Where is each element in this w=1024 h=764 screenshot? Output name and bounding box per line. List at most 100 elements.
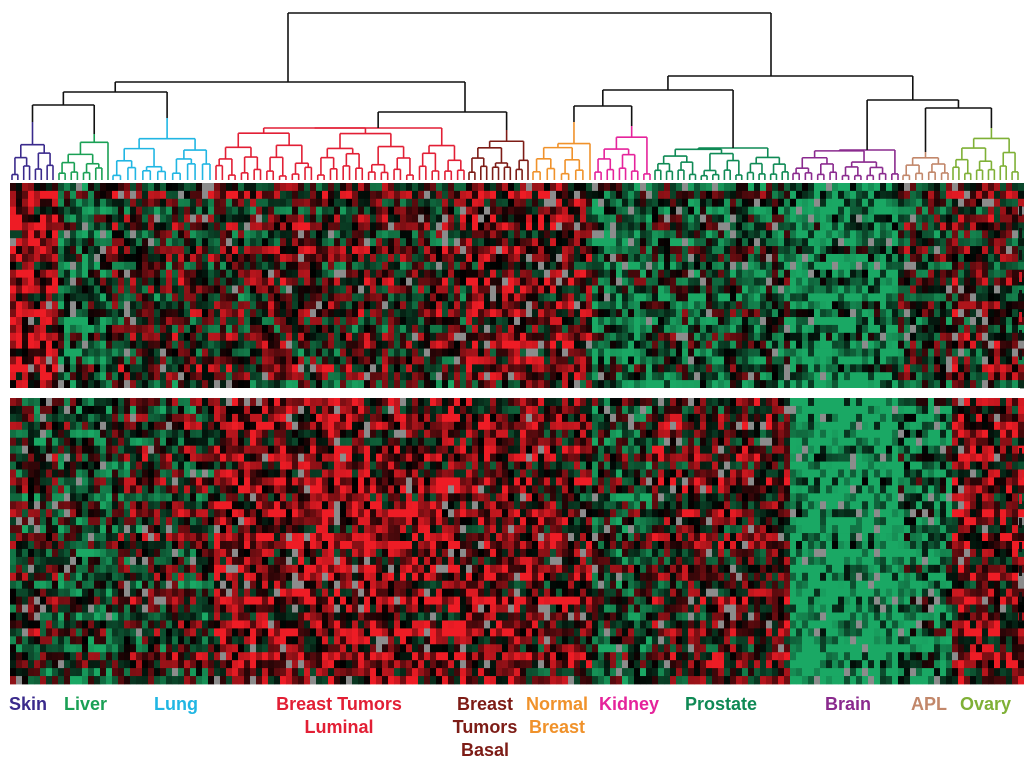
heatmap-cell bbox=[220, 285, 227, 294]
heatmap-cell bbox=[628, 222, 635, 231]
heatmap-cell bbox=[772, 261, 779, 271]
heatmap-cell bbox=[214, 269, 221, 279]
heatmap-cell bbox=[424, 364, 431, 373]
heatmap-cell bbox=[382, 253, 389, 263]
heatmap-cell bbox=[766, 364, 773, 373]
heatmap-cell bbox=[616, 364, 623, 373]
heatmap-cell bbox=[430, 348, 437, 357]
heatmap-cell bbox=[100, 183, 107, 192]
heatmap-cell bbox=[532, 253, 539, 263]
heatmap-cell bbox=[868, 206, 875, 215]
heatmap-cell bbox=[430, 332, 437, 342]
heatmap-cell bbox=[808, 317, 815, 326]
heatmap-cell bbox=[994, 340, 1001, 349]
heatmap-cell bbox=[910, 285, 917, 294]
heatmap-cell bbox=[586, 348, 593, 357]
heatmap-cell bbox=[658, 340, 665, 349]
heatmap-cell bbox=[262, 309, 269, 318]
heatmap-cell bbox=[958, 340, 965, 349]
heatmap-cell bbox=[154, 190, 161, 200]
heatmap-cell bbox=[820, 364, 827, 373]
heatmap-cell bbox=[994, 206, 1001, 215]
heatmap-cell bbox=[160, 356, 167, 365]
heatmap-cell bbox=[148, 301, 155, 310]
heatmap-cell bbox=[502, 324, 509, 334]
heatmap-cell bbox=[574, 332, 581, 342]
heatmap-cell bbox=[328, 230, 335, 239]
heatmap-cell bbox=[718, 206, 725, 215]
heatmap-cell bbox=[898, 309, 905, 318]
heatmap-cell bbox=[166, 348, 173, 357]
heatmap-cell bbox=[712, 364, 719, 373]
heatmap-cell bbox=[616, 214, 623, 223]
heatmap-cell bbox=[430, 269, 437, 279]
heatmap-cell bbox=[940, 230, 947, 239]
heatmap-cell bbox=[100, 190, 107, 200]
heatmap-cell bbox=[454, 277, 461, 286]
heatmap-cell bbox=[298, 246, 305, 255]
heatmap-cell bbox=[580, 190, 587, 200]
heatmap-cell bbox=[496, 269, 503, 279]
heatmap-cell bbox=[754, 332, 761, 342]
heatmap-cell bbox=[814, 206, 821, 215]
heatmap-cell bbox=[628, 380, 635, 389]
heatmap-cell bbox=[418, 183, 425, 192]
heatmap-cell bbox=[844, 230, 851, 239]
heatmap-cell bbox=[112, 230, 119, 239]
heatmap-cell bbox=[16, 493, 23, 502]
heatmap-cell bbox=[892, 380, 899, 389]
heatmap-cell bbox=[994, 230, 1001, 239]
heatmap-cell bbox=[100, 372, 107, 381]
heatmap-cell bbox=[502, 309, 509, 318]
heatmap-cell bbox=[184, 285, 191, 294]
heatmap-cell bbox=[1012, 253, 1019, 263]
heatmap-cell bbox=[334, 198, 341, 208]
heatmap-cell bbox=[634, 230, 641, 239]
heatmap-cell bbox=[616, 348, 623, 357]
heatmap-cell bbox=[862, 198, 869, 208]
heatmap-cell bbox=[808, 198, 815, 208]
heatmap-cell bbox=[670, 317, 677, 326]
heatmap-cell bbox=[316, 238, 323, 247]
heatmap-cell bbox=[70, 364, 77, 373]
heatmap-cell bbox=[550, 214, 557, 223]
heatmap-cell bbox=[916, 253, 923, 263]
heatmap-cell bbox=[970, 206, 977, 215]
heatmap-cell bbox=[364, 309, 371, 318]
heatmap-cell bbox=[700, 285, 707, 294]
heatmap-cell bbox=[232, 206, 239, 215]
heatmap-cell bbox=[502, 238, 509, 247]
heatmap-cell bbox=[16, 548, 23, 558]
heatmap-cell bbox=[268, 253, 275, 263]
heatmap-cell bbox=[70, 198, 77, 208]
heatmap-cell bbox=[514, 380, 521, 389]
heatmap-cell bbox=[976, 309, 983, 318]
heatmap-cell bbox=[418, 190, 425, 200]
heatmap-cell bbox=[592, 277, 599, 286]
heatmap-cell bbox=[436, 372, 443, 381]
heatmap-cell bbox=[862, 301, 869, 310]
heatmap-cell bbox=[454, 348, 461, 357]
heatmap-cell bbox=[454, 301, 461, 310]
heatmap-cell bbox=[940, 364, 947, 373]
heatmap-cell bbox=[862, 230, 869, 239]
heatmap-cell bbox=[268, 309, 275, 318]
heatmap-cell bbox=[40, 364, 47, 373]
heatmap-cell bbox=[748, 206, 755, 215]
heatmap-cell bbox=[556, 198, 563, 208]
heatmap-cell bbox=[946, 261, 953, 271]
heatmap-cell bbox=[514, 246, 521, 255]
heatmap-cell bbox=[760, 206, 767, 215]
heatmap-cell bbox=[982, 277, 989, 286]
heatmap-cell bbox=[220, 246, 227, 255]
heatmap-cell bbox=[106, 324, 113, 334]
heatmap-cell bbox=[814, 364, 821, 373]
heatmap-cell bbox=[814, 356, 821, 365]
heatmap-cell bbox=[748, 261, 755, 271]
heatmap-cell bbox=[952, 380, 959, 389]
heatmap-cell bbox=[586, 332, 593, 342]
heatmap-cell bbox=[964, 230, 971, 239]
heatmap-cell bbox=[412, 183, 419, 192]
heatmap-cell bbox=[784, 269, 791, 279]
heatmap-cell bbox=[22, 453, 29, 462]
